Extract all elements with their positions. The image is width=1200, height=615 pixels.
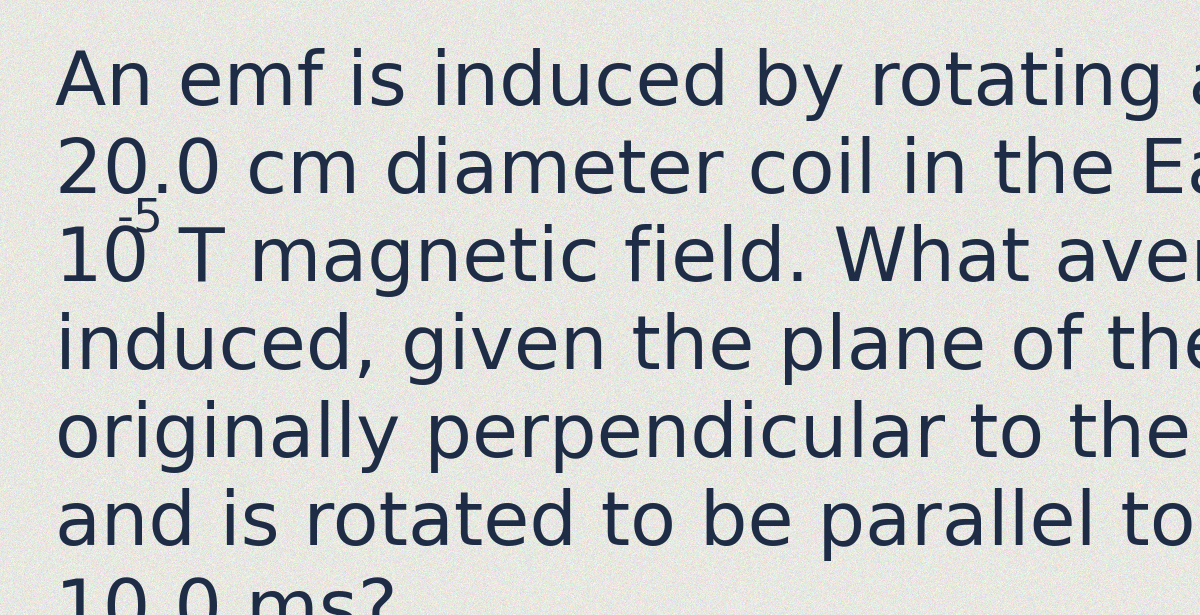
Text: T magnetic field. What average emf is: T magnetic field. What average emf is <box>155 224 1200 297</box>
Text: originally perpendicular to the Earth’s field: originally perpendicular to the Earth’s … <box>55 400 1200 473</box>
Text: 10: 10 <box>55 224 150 297</box>
Text: 20.0 cm diameter coil in the Earth’s 5.00 x: 20.0 cm diameter coil in the Earth’s 5.0… <box>55 136 1200 209</box>
Text: induced, given the plane of the coil is: induced, given the plane of the coil is <box>55 312 1200 385</box>
Text: -5: -5 <box>118 196 164 241</box>
Text: and is rotated to be parallel to the field in: and is rotated to be parallel to the fie… <box>55 488 1200 561</box>
Text: An emf is induced by rotating a 1000-turn,: An emf is induced by rotating a 1000-tur… <box>55 48 1200 121</box>
Text: 10.0 ms?: 10.0 ms? <box>55 576 397 615</box>
